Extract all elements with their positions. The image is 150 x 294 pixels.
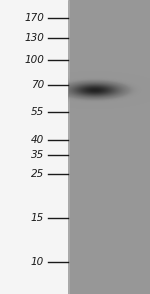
Bar (68, 0, 150, 294)
Text: 35: 35 (31, 150, 44, 160)
Text: 40: 40 (31, 135, 44, 145)
Text: 10: 10 (31, 257, 44, 267)
Text: 170: 170 (24, 13, 44, 23)
Text: 15: 15 (31, 213, 44, 223)
Text: 100: 100 (24, 55, 44, 65)
Text: 70: 70 (31, 80, 44, 90)
Text: 25: 25 (31, 169, 44, 179)
Text: 130: 130 (24, 33, 44, 43)
Bar (0, 0, 68, 294)
Text: 55: 55 (31, 107, 44, 117)
